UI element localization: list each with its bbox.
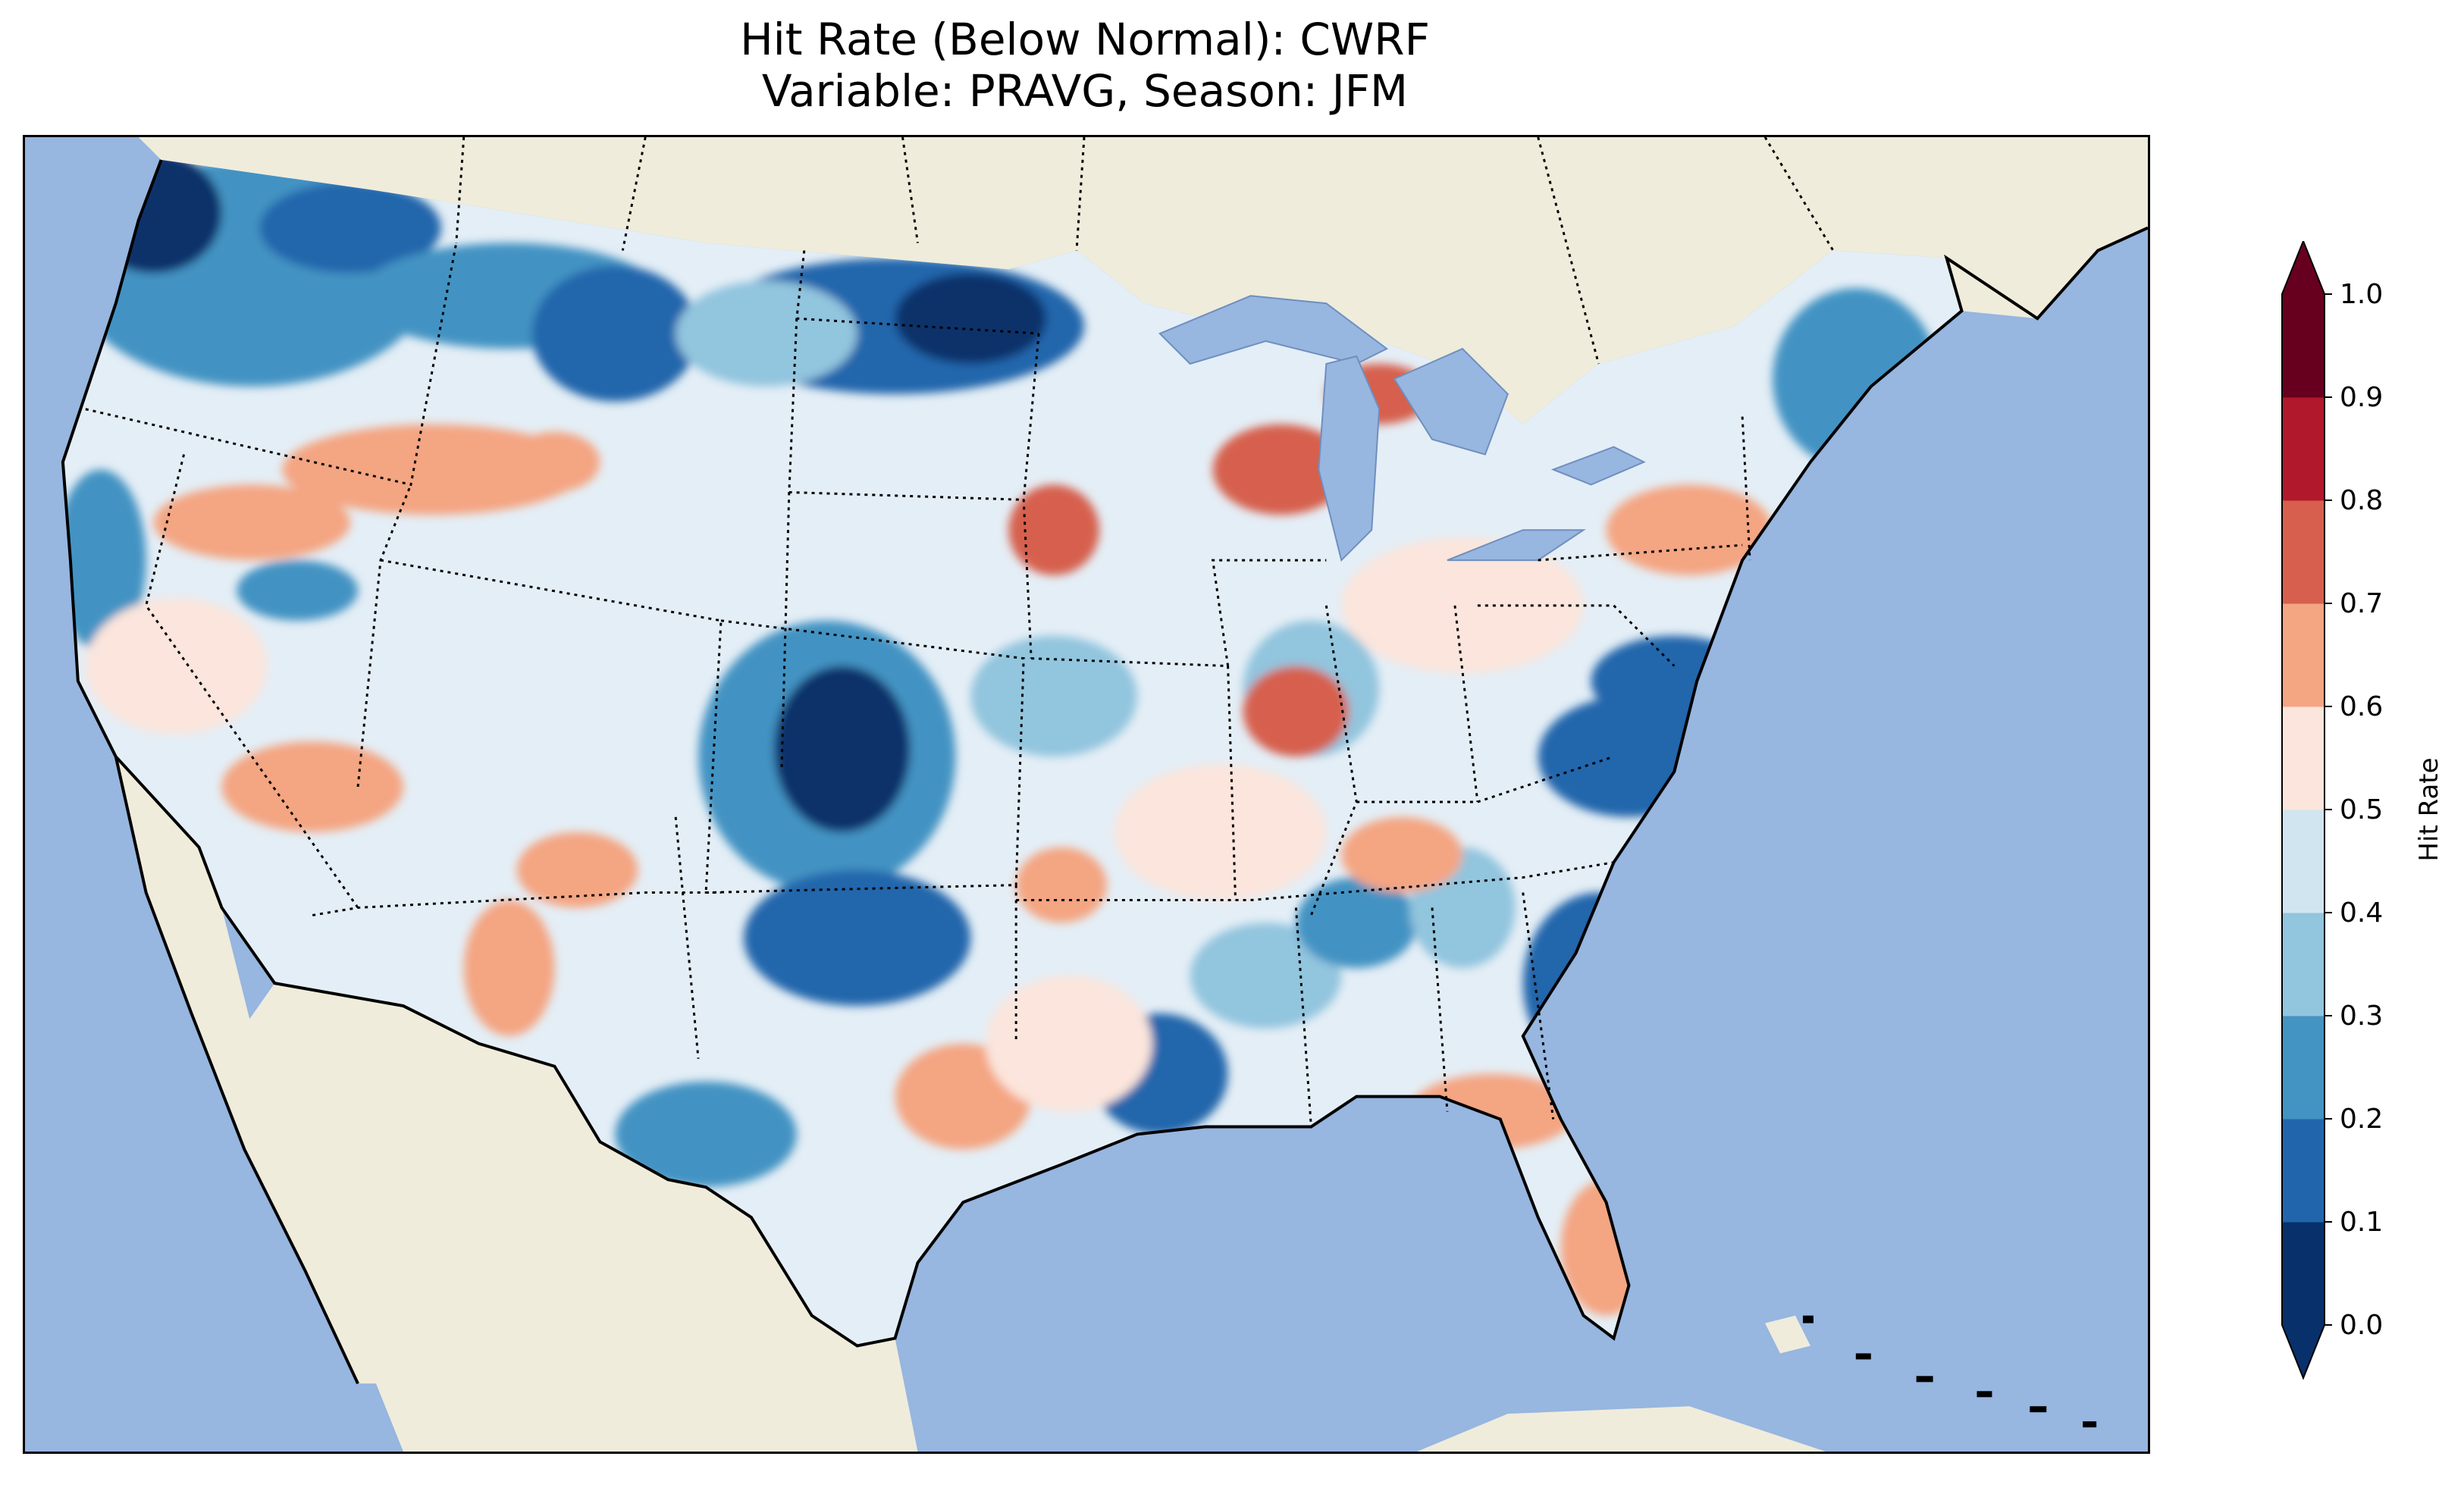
colorbar: 0.0 0.1 0.2 0.3 0.4 0.5 0.6 0.7 0.8 0.9 1.0 Hit Ra…: [2281, 241, 2444, 1380]
chart-title: Hit Rate (Below Normal): CWRF Variable: …: [21, 14, 2149, 117]
colorbar-tick-label: 0.4: [2340, 897, 2383, 929]
colorbar-segment: [2282, 1016, 2324, 1120]
colorbar-tick-label: 0.5: [2340, 794, 2383, 825]
colorbar-segment: [2282, 1119, 2324, 1223]
colorbar-segment: [2282, 810, 2324, 913]
colorbar-tick-label: 0.3: [2340, 1001, 2383, 1032]
colorbar-extend-min: [2282, 1325, 2324, 1378]
province-borders: [455, 137, 1835, 252]
colorbar-tick-label: 0.0: [2340, 1310, 2383, 1341]
colorbar-tick-label: 0.6: [2340, 691, 2383, 722]
colorbar-label: Hit Rate: [2414, 757, 2444, 861]
colorbar-tick-label: 1.0: [2340, 279, 2383, 310]
title-line-1: Hit Rate (Below Normal): CWRF: [740, 14, 1430, 65]
colorbar-tick-label: 0.9: [2340, 382, 2383, 413]
colorbar-tick-label: 0.2: [2340, 1104, 2383, 1135]
colorbar-segment: [2282, 913, 2324, 1016]
colorbar-tick-label: 0.1: [2340, 1207, 2383, 1238]
colorbar-extend-max: [2282, 241, 2324, 294]
colorbar-segment: [2282, 1222, 2324, 1326]
colorbar-segment: [2282, 706, 2324, 810]
land-layer: [115, 137, 2148, 1452]
colorbar-blocks: [2281, 241, 2325, 1380]
title-line-2: Variable: PRAVG, Season: JFM: [761, 65, 1409, 117]
islands: [1802, 1315, 2097, 1428]
colorbar-segment: [2282, 603, 2324, 707]
coastline: [61, 159, 2148, 1348]
colorbar-ticks: 0.0 0.1 0.2 0.3 0.4 0.5 0.6 0.7 0.8 0.9 1.0: [2324, 279, 2383, 1341]
colorbar-segment: [2282, 294, 2324, 398]
map-canvas: [61, 137, 2148, 1452]
colorbar-tick-label: 0.7: [2340, 588, 2383, 619]
colorbar-segment: [2282, 500, 2324, 604]
state-borders: [85, 137, 1751, 1127]
colorbar-segment: [2282, 397, 2324, 501]
colorbar-tick-label: 0.8: [2340, 485, 2383, 516]
map-panel[interactable]: [23, 135, 2150, 1454]
great-lakes: [1158, 295, 1646, 562]
